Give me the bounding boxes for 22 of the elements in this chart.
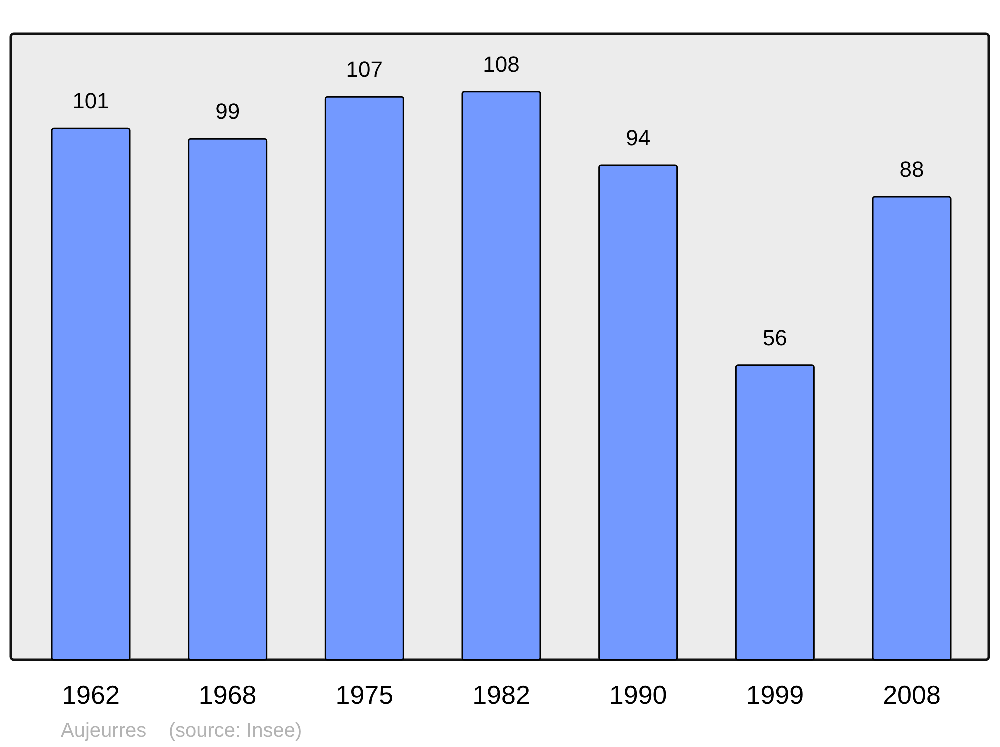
x-tick-label: 1990 (609, 680, 668, 710)
bar (188, 138, 268, 661)
bar (324, 96, 404, 661)
x-tick-label: 1982 (472, 680, 530, 710)
text: Aujeurres (source: Insee) (61, 720, 302, 742)
data-label: 99 (216, 99, 240, 124)
x-tick-label: 1968 (198, 680, 257, 710)
bar (51, 128, 131, 661)
x-tick-label: 2008 (883, 680, 941, 710)
data-label: 56 (762, 325, 788, 350)
data-label: 107 (346, 57, 384, 82)
bar (872, 196, 952, 661)
data-label: 88 (900, 157, 924, 182)
bar (735, 364, 815, 661)
bar (462, 91, 542, 661)
data-label: 94 (626, 125, 651, 150)
x-tick-label: 1999 (746, 680, 804, 710)
data-label: 101 (72, 88, 110, 114)
x-tick-label: 1962 (62, 680, 120, 710)
data-label: 108 (483, 52, 520, 77)
x-tick-label: 1975 (336, 680, 394, 710)
bar (598, 164, 678, 661)
